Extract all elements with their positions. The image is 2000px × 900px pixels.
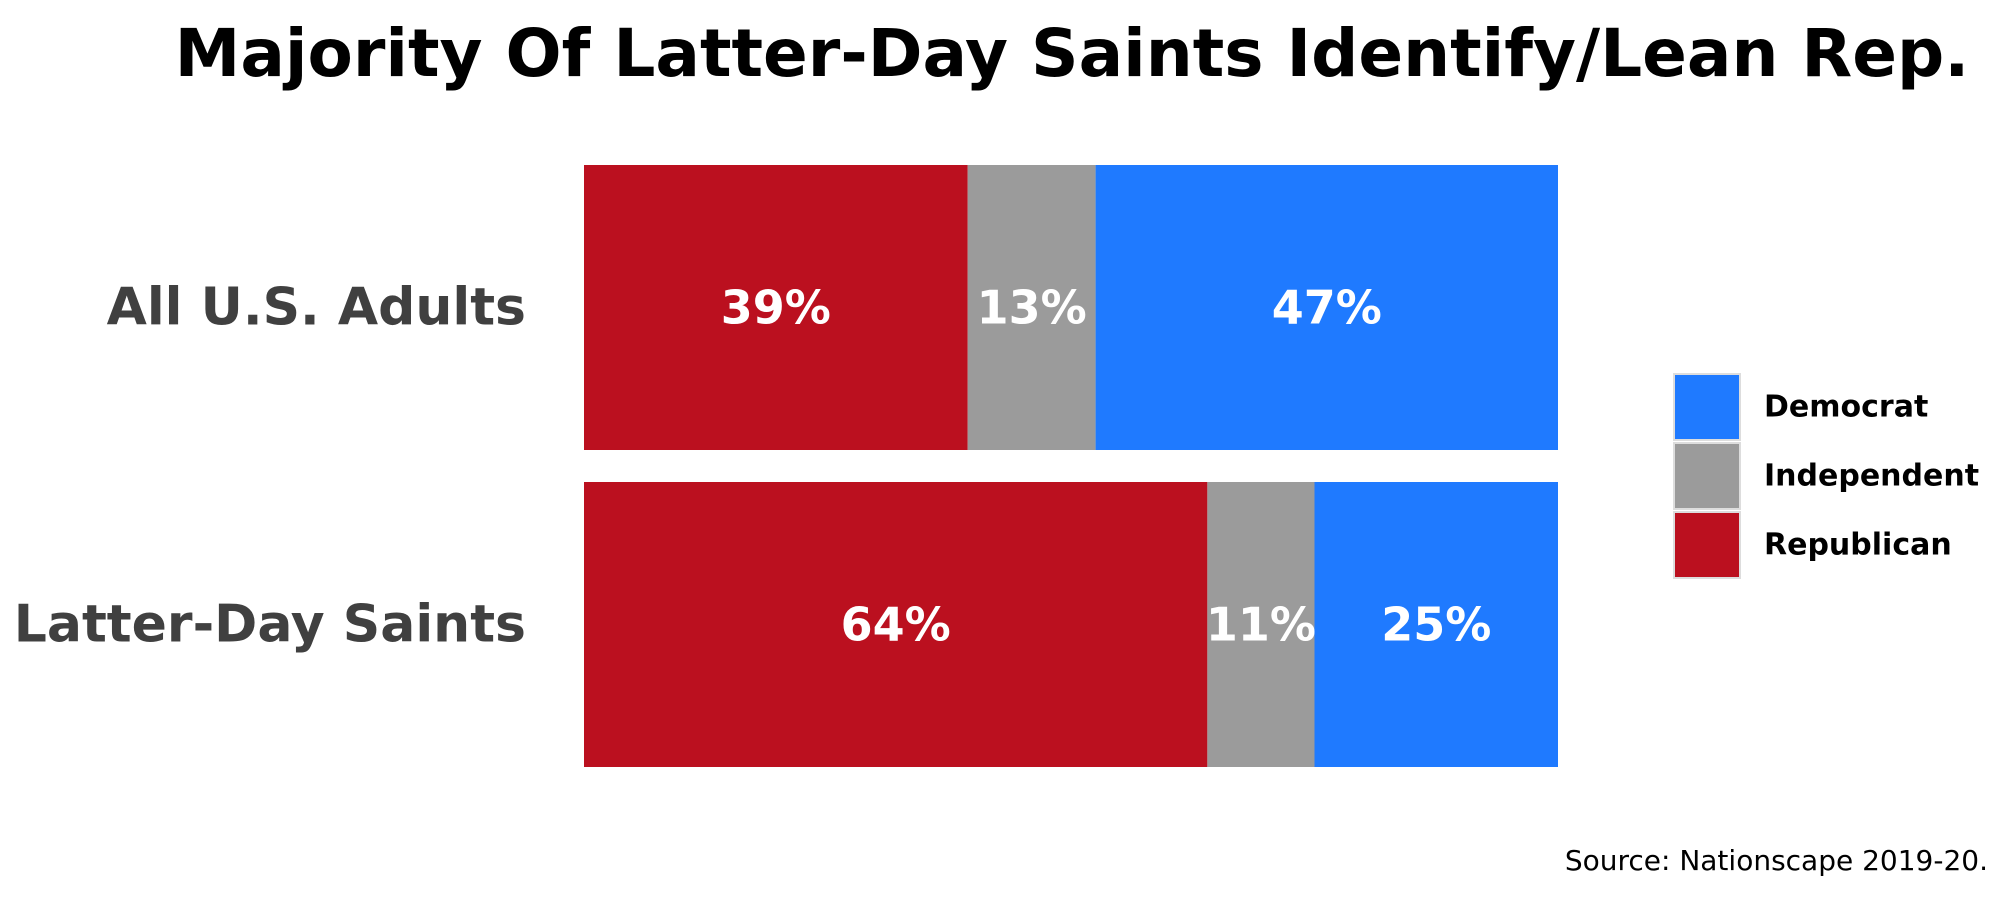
legend-label-democrat: Democrat [1764,390,1928,425]
bars-group: 39% 13% 47% 64% 11% 25% [584,165,1558,767]
legend-label-republican: Republican [1764,528,1952,563]
source-note: Source: Nationscape 2019-20. [1565,844,1988,877]
category-label-1: All U.S. Adults [107,278,526,338]
legend-swatch-independent [1673,442,1741,510]
value-label-republican-2: 64% [841,598,951,652]
legend: Democrat Independent Republican [1673,373,1979,579]
value-label-independent-1: 13% [977,281,1087,335]
bar-democrat-2 [1314,482,1558,767]
bar-republican-2 [584,482,1208,767]
legend-label-independent: Independent [1764,459,1979,494]
bar-republican-1 [584,165,968,450]
legend-swatch-republican [1673,511,1741,579]
category-label-2: Latter-Day Saints [14,595,526,655]
chart-title: Majority Of Latter-Day Saints Identify/L… [175,15,1970,92]
category-labels-group: All U.S. Adults Latter-Day Saints [14,278,526,655]
legend-swatch-democrat [1673,373,1741,441]
value-label-independent-2: 11% [1206,598,1316,652]
bar-independent-1 [967,165,1096,450]
value-label-democrat-2: 25% [1381,598,1491,652]
bar-independent-2 [1207,482,1315,767]
value-label-democrat-1: 47% [1272,281,1382,335]
bar-democrat-1 [1095,165,1558,450]
value-label-republican-1: 39% [721,281,831,335]
